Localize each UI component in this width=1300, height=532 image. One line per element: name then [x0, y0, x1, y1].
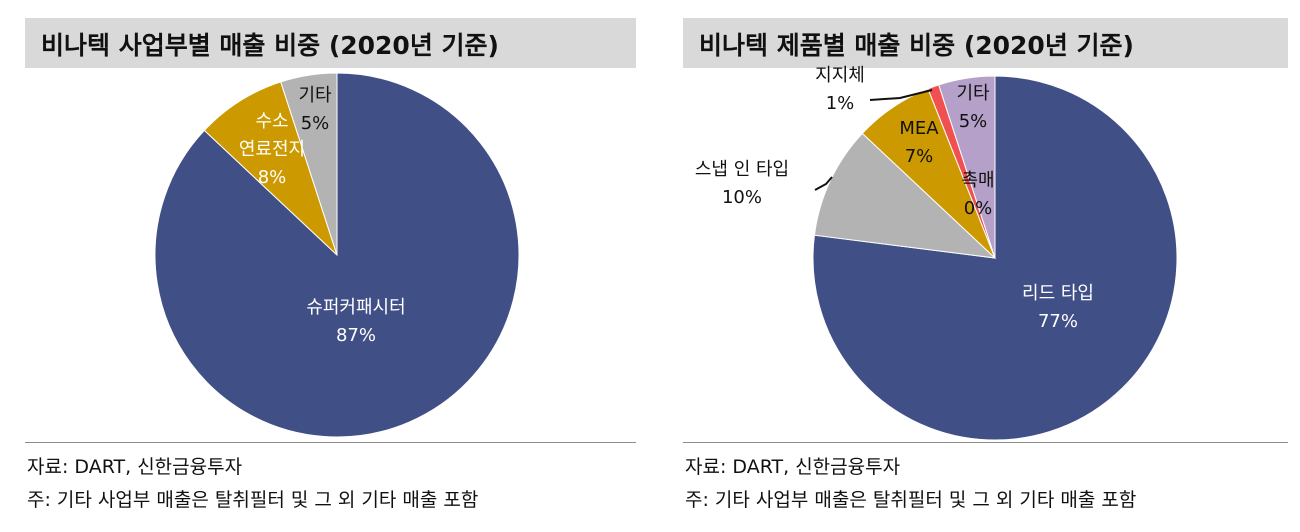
slice-label-스냅-인-타입: 스냅 인 타입 10% — [695, 159, 789, 208]
division-pie-chart: 슈퍼커패시터 87% 수소 연료전지 8%기타 5% — [154, 72, 520, 438]
sales-by-product-panel: 비나텍 제품별 매출 비중 (2020년 기준) 리드 타입 77% 스냅 인 타입… — [650, 0, 1300, 532]
pie-slice-리드-타입 — [812, 75, 1178, 441]
source-note: 자료: DART, 신한금융투자 — [685, 456, 901, 478]
footnote: 주: 기타 사업부 매출은 탈취필터 및 그 외 기타 매출 포함 — [27, 489, 479, 511]
leader-line — [869, 89, 933, 101]
slice-label-기타: 기타 5% — [956, 83, 990, 132]
divider-line — [683, 442, 1288, 443]
slice-label-촉매: 촉매 0% — [961, 170, 994, 219]
divider-line — [25, 442, 636, 443]
leader-line — [814, 176, 833, 191]
slice-labels: 리드 타입 77% 스냅 인 타입 10% MEA 7% 촉매 0% 지지체 1% 기타 5% — [695, 65, 1094, 332]
pie-slice-스냅-인-타입 — [813, 132, 997, 259]
chart-title-bar: 비나텍 제품별 매출 비중 (2020년 기준) — [683, 18, 1288, 68]
slice-label-지지체: 지지체 1% — [815, 65, 865, 114]
source-note: 자료: DART, 신한금융투자 — [27, 456, 243, 478]
slice-label-수소연료전지: 수소 연료전지 8% — [239, 111, 305, 188]
pie-slice-기타 — [280, 72, 338, 256]
footnote: 주: 기타 사업부 매출은 탈취필터 및 그 외 기타 매출 포함 — [685, 489, 1137, 511]
chart-title: 비나텍 제품별 매출 비중 (2020년 기준) — [699, 31, 1134, 60]
slice-label-슈퍼커패시터: 슈퍼커패시터 87% — [306, 297, 405, 346]
slice-label-기타: 기타 5% — [298, 85, 332, 134]
pie-slice-수소연료전지 — [203, 81, 338, 256]
slice-label-MEA: MEA 7% — [899, 118, 939, 167]
product-pie-chart: 리드 타입 77% 스냅 인 타입 10% MEA 7% 촉매 0% 지지체 1% 기타 5% — [695, 65, 1178, 441]
pie-slices — [812, 75, 1178, 441]
sales-by-division-panel: 비나텍 사업부별 매출 비중 (2020년 기준) 슈퍼커패시터 87% 수소 연료전… — [25, 18, 636, 511]
pie-slice-기타 — [938, 75, 996, 259]
pie-slices — [154, 72, 520, 438]
chart-title-bar: 비나텍 사업부별 매출 비중 (2020년 기준) — [25, 18, 636, 68]
chart-title: 비나텍 사업부별 매출 비중 (2020년 기준) — [41, 31, 499, 60]
slice-label-리드-타입: 리드 타입 77% — [1022, 283, 1094, 332]
slice-labels: 슈퍼커패시터 87% 수소 연료전지 8%기타 5% — [239, 85, 406, 346]
